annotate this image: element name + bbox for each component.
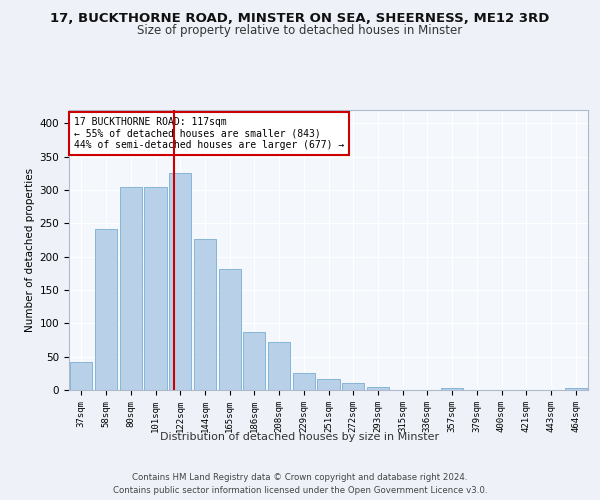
Bar: [268, 342, 290, 390]
Text: Contains HM Land Registry data © Crown copyright and database right 2024.
Contai: Contains HM Land Registry data © Crown c…: [113, 474, 487, 495]
Text: 17 BUCKTHORNE ROAD: 117sqm
← 55% of detached houses are smaller (843)
44% of sem: 17 BUCKTHORNE ROAD: 117sqm ← 55% of deta…: [74, 117, 344, 150]
Bar: [293, 372, 315, 390]
Bar: [441, 388, 463, 390]
Bar: [218, 270, 241, 390]
Text: Size of property relative to detached houses in Minster: Size of property relative to detached ho…: [137, 24, 463, 37]
Bar: [194, 238, 216, 390]
Bar: [119, 186, 142, 390]
Bar: [95, 230, 117, 390]
Y-axis label: Number of detached properties: Number of detached properties: [25, 168, 35, 332]
Text: 17, BUCKTHORNE ROAD, MINSTER ON SEA, SHEERNESS, ME12 3RD: 17, BUCKTHORNE ROAD, MINSTER ON SEA, SHE…: [50, 12, 550, 26]
Text: Distribution of detached houses by size in Minster: Distribution of detached houses by size …: [160, 432, 440, 442]
Bar: [145, 186, 167, 390]
Bar: [367, 388, 389, 390]
Bar: [169, 174, 191, 390]
Bar: [317, 380, 340, 390]
Bar: [342, 384, 364, 390]
Bar: [70, 362, 92, 390]
Bar: [565, 388, 587, 390]
Bar: [243, 332, 265, 390]
